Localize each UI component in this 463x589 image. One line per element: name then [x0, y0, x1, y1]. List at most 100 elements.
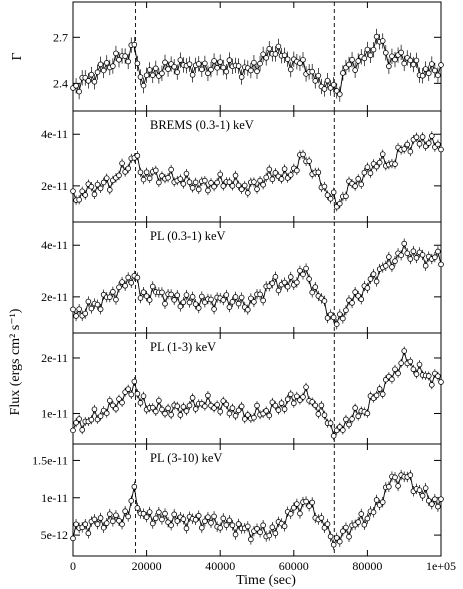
data-point [159, 516, 165, 523]
data-point [355, 58, 362, 64]
data-point [168, 522, 174, 529]
data-point [266, 166, 273, 173]
data-point [300, 271, 306, 278]
data-point [97, 306, 104, 313]
data-point [275, 407, 282, 413]
data-point [245, 523, 251, 530]
data-point [370, 46, 377, 53]
data-point [202, 403, 208, 409]
data-point [389, 264, 395, 270]
data-point [79, 427, 85, 433]
data-point [235, 521, 242, 527]
data-point [220, 398, 227, 404]
data-point [180, 516, 187, 522]
data-point [128, 498, 135, 504]
data-point [435, 72, 441, 79]
data-point [275, 287, 282, 294]
data-point [419, 492, 426, 499]
data-point [386, 254, 392, 260]
data-point [143, 72, 150, 79]
data-point [416, 487, 423, 493]
data-point [346, 421, 352, 428]
data-point [419, 252, 426, 258]
data-point [217, 59, 224, 65]
data-point [312, 78, 319, 84]
data-point [435, 503, 441, 510]
data-point [303, 384, 309, 390]
data-point [297, 267, 303, 274]
data-point [407, 57, 414, 64]
data-point [192, 301, 199, 307]
data-point [401, 60, 408, 67]
panel-frame [72, 443, 442, 557]
data-point [226, 410, 233, 417]
data-point [358, 181, 365, 188]
data-point [355, 293, 362, 299]
data-point [79, 188, 85, 195]
y-tick-label: 1e-11 [41, 491, 68, 505]
data-point [211, 58, 217, 64]
data-point [355, 176, 362, 182]
x-tick-label: 20000 [132, 559, 162, 573]
data-point [287, 274, 294, 280]
data-point [321, 412, 328, 418]
data-point [128, 391, 135, 398]
data-point [208, 520, 214, 526]
data-point [202, 177, 208, 184]
data-point [195, 186, 202, 193]
data-point [275, 43, 282, 50]
y-tick-label: 2e-11 [41, 351, 68, 365]
data-point [315, 169, 322, 176]
data-point [107, 187, 113, 193]
data-point [238, 186, 245, 193]
data-point [177, 176, 184, 182]
data-point [134, 390, 141, 397]
data-point [110, 518, 116, 525]
data-point [73, 521, 79, 528]
data-point [257, 60, 263, 67]
data-point [294, 501, 300, 507]
data-point [352, 289, 358, 295]
data-point [183, 292, 190, 298]
data-point [116, 284, 122, 291]
data-point [235, 63, 242, 69]
data-point [315, 72, 322, 79]
data-point [260, 51, 266, 58]
data-point [165, 66, 171, 72]
data-point [76, 306, 82, 312]
data-point [146, 67, 153, 73]
data-point [349, 300, 355, 306]
data-point [137, 400, 144, 406]
data-point [94, 181, 101, 188]
data-point [294, 279, 300, 286]
data-point [379, 151, 386, 157]
data-point [251, 414, 257, 421]
data-point [266, 532, 273, 539]
data-point [146, 297, 153, 303]
data-point [220, 515, 227, 522]
data-point [180, 404, 187, 410]
data-point [140, 289, 147, 295]
data-point [373, 33, 380, 40]
data-point [330, 314, 337, 321]
data-point [297, 510, 303, 517]
data-point [425, 373, 432, 379]
data-point [340, 427, 346, 433]
data-point [416, 361, 423, 368]
data-point [156, 179, 162, 186]
data-point [290, 504, 297, 511]
data-point [263, 408, 270, 414]
data-point [392, 258, 398, 264]
data-point [159, 70, 165, 77]
data-point [88, 71, 95, 78]
data-point [177, 412, 184, 418]
data-point [103, 60, 110, 66]
data-point [269, 176, 276, 183]
data-point [119, 399, 125, 406]
data-point [367, 52, 374, 59]
data-point [407, 148, 414, 155]
data-point [226, 304, 233, 310]
data-point [91, 191, 98, 198]
data-point [186, 61, 193, 67]
data-point [272, 51, 279, 57]
